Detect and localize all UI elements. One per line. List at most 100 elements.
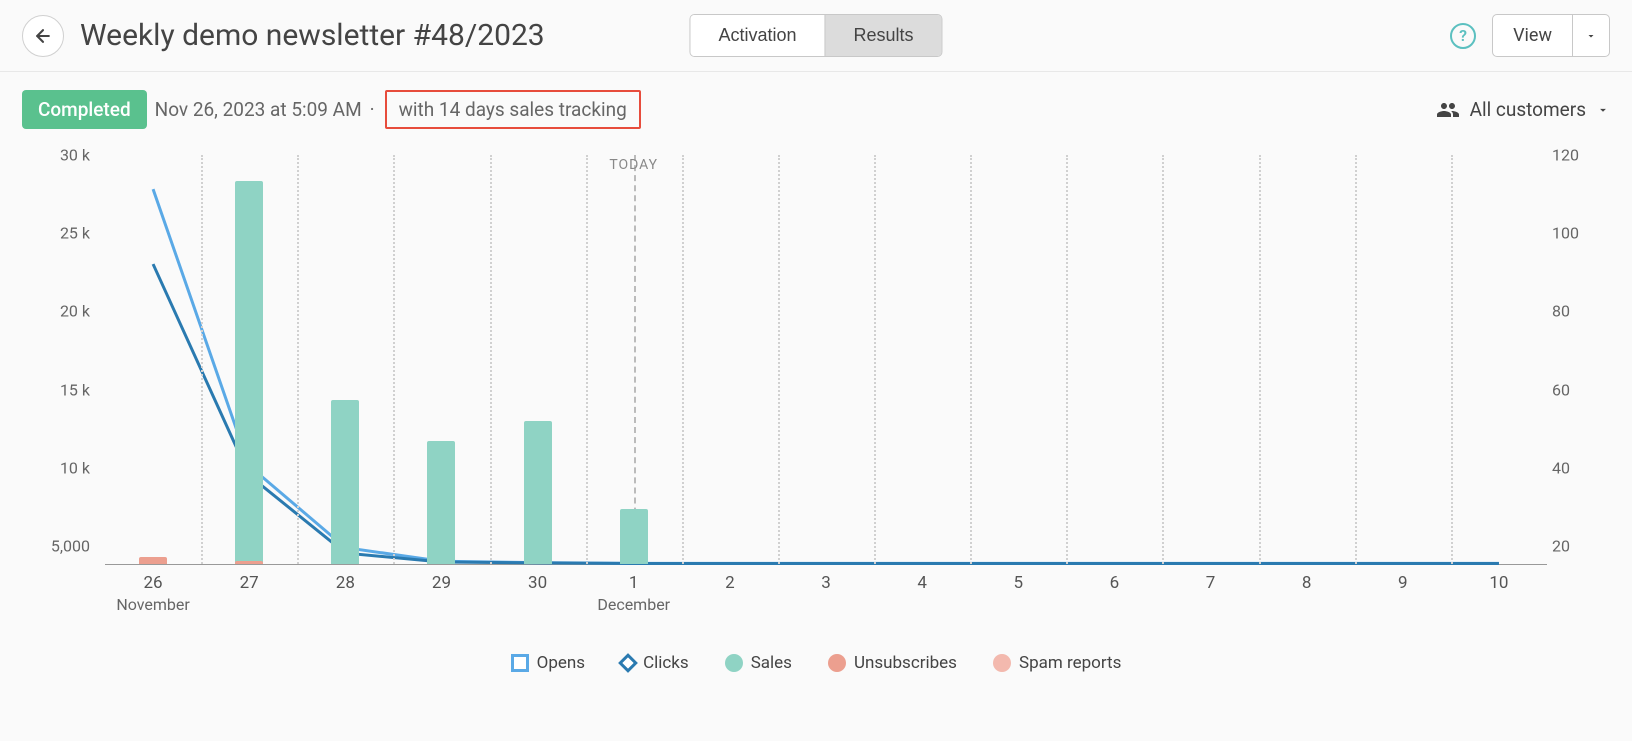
gridline	[1259, 155, 1261, 564]
x-tick: 29	[432, 573, 451, 593]
status-row: Completed Nov 26, 2023 at 5:09 AM · with…	[0, 72, 1632, 135]
circle-icon	[725, 654, 743, 672]
gridline	[1451, 155, 1453, 564]
x-tick: 28	[336, 573, 355, 593]
bar-sales	[427, 441, 455, 564]
x-tick: 7	[1206, 573, 1216, 593]
page-header: Weekly demo newsletter #48/2023 Activati…	[0, 0, 1632, 72]
x-tick: 6	[1110, 573, 1120, 593]
arrow-left-icon	[33, 26, 53, 46]
gridline	[1355, 155, 1357, 564]
status-timestamp: Nov 26, 2023 at 5:09 AM	[155, 98, 362, 121]
legend-sales[interactable]: Sales	[725, 653, 792, 673]
view-dropdown-caret[interactable]	[1572, 15, 1609, 56]
x-tick-label: 1	[597, 573, 670, 593]
x-tick-label: 4	[917, 573, 927, 593]
bar-sales	[235, 181, 263, 564]
chart-legend: Opens Clicks Sales Unsubscribes Spam rep…	[30, 635, 1602, 683]
x-tick-label: 7	[1206, 573, 1216, 593]
today-line	[634, 155, 636, 564]
bar-sales	[331, 400, 359, 564]
x-tick: 26 November	[116, 573, 189, 614]
x-tick-label: 6	[1110, 573, 1120, 593]
y-right-tick: 120	[1552, 146, 1602, 165]
tab-results[interactable]: Results	[825, 15, 942, 56]
x-tick: 8	[1302, 573, 1312, 593]
back-button[interactable]	[22, 15, 64, 57]
x-tick-label: 2	[725, 573, 735, 593]
x-tick: 4	[917, 573, 927, 593]
caret-down-icon	[1596, 103, 1610, 117]
x-tick: 3	[821, 573, 831, 593]
gridline	[201, 155, 203, 564]
chart-container: 30 k25 k20 k15 k10 k5,000 12010080604020…	[0, 135, 1632, 683]
caret-down-icon	[1585, 30, 1597, 42]
tracking-highlight: with 14 days sales tracking	[385, 90, 641, 129]
x-tick-label: 28	[336, 573, 355, 593]
x-tick: 27	[240, 573, 259, 593]
y-right-tick: 20	[1552, 536, 1602, 555]
y-left-tick: 10 k	[30, 458, 90, 477]
legend-sales-label: Sales	[751, 653, 792, 673]
legend-opens-label: Opens	[537, 653, 585, 673]
audience-selector[interactable]: All customers	[1436, 98, 1610, 122]
legend-unsub-label: Unsubscribes	[854, 653, 957, 673]
legend-opens[interactable]: Opens	[511, 653, 585, 673]
x-tick-label: 27	[240, 573, 259, 593]
tab-activation[interactable]: Activation	[690, 15, 824, 56]
y-right-tick: 40	[1552, 458, 1602, 477]
header-actions: ? View	[1450, 14, 1610, 57]
help-icon[interactable]: ?	[1450, 23, 1476, 49]
bar-sales	[620, 509, 648, 564]
gridline	[778, 155, 780, 564]
line-chart-svg	[105, 155, 1547, 564]
audience-label: All customers	[1470, 98, 1586, 121]
y-left-tick: 5,000	[30, 536, 90, 555]
page-title: Weekly demo newsletter #48/2023	[80, 18, 545, 53]
x-tick-label: 10	[1489, 573, 1508, 593]
y-right-tick: 60	[1552, 380, 1602, 399]
x-tick-label: 26	[116, 573, 189, 593]
y-right-tick: 100	[1552, 224, 1602, 243]
gridline	[297, 155, 299, 564]
gridline	[1162, 155, 1164, 564]
gridline	[874, 155, 876, 564]
x-tick: 30	[528, 573, 547, 593]
legend-spam[interactable]: Spam reports	[993, 653, 1121, 673]
tab-switcher: Activation Results	[689, 14, 942, 57]
legend-unsub[interactable]: Unsubscribes	[828, 653, 957, 673]
x-tick-label: 3	[821, 573, 831, 593]
diamond-icon	[618, 653, 638, 673]
x-tick-label: 9	[1398, 573, 1408, 593]
y-left-tick: 25 k	[30, 224, 90, 243]
x-month-label: December	[597, 595, 670, 614]
x-tick: 5	[1013, 573, 1023, 593]
bar-sales	[524, 421, 552, 565]
y-axis-right: 12010080604020	[1552, 155, 1602, 565]
y-axis-left: 30 k25 k20 k15 k10 k5,000	[30, 155, 90, 565]
x-tick-label: 30	[528, 573, 547, 593]
x-axis: 26 November 27 28 29 30 1 December 2 3 4 5 6 7 8 9 10	[105, 573, 1547, 623]
tracking-note: with 14 days sales tracking	[399, 98, 627, 121]
legend-clicks[interactable]: Clicks	[621, 653, 689, 673]
square-icon	[511, 654, 529, 672]
plot-area: TODAY	[105, 155, 1547, 565]
circle-icon	[993, 654, 1011, 672]
gridline	[586, 155, 588, 564]
view-dropdown: View	[1492, 14, 1610, 57]
y-left-tick: 30 k	[30, 146, 90, 165]
bar-unsub	[139, 557, 167, 564]
chart: 30 k25 k20 k15 k10 k5,000 12010080604020…	[30, 155, 1602, 635]
gridline	[682, 155, 684, 564]
status-badge: Completed	[22, 90, 147, 129]
status-separator: ·	[370, 98, 375, 121]
x-month-label: November	[116, 595, 189, 614]
y-left-tick: 20 k	[30, 302, 90, 321]
view-button[interactable]: View	[1493, 15, 1572, 56]
gridline	[970, 155, 972, 564]
x-tick: 1 December	[597, 573, 670, 614]
bar-unsub	[235, 561, 263, 564]
x-tick-label: 29	[432, 573, 451, 593]
legend-clicks-label: Clicks	[643, 653, 689, 673]
gridline	[490, 155, 492, 564]
